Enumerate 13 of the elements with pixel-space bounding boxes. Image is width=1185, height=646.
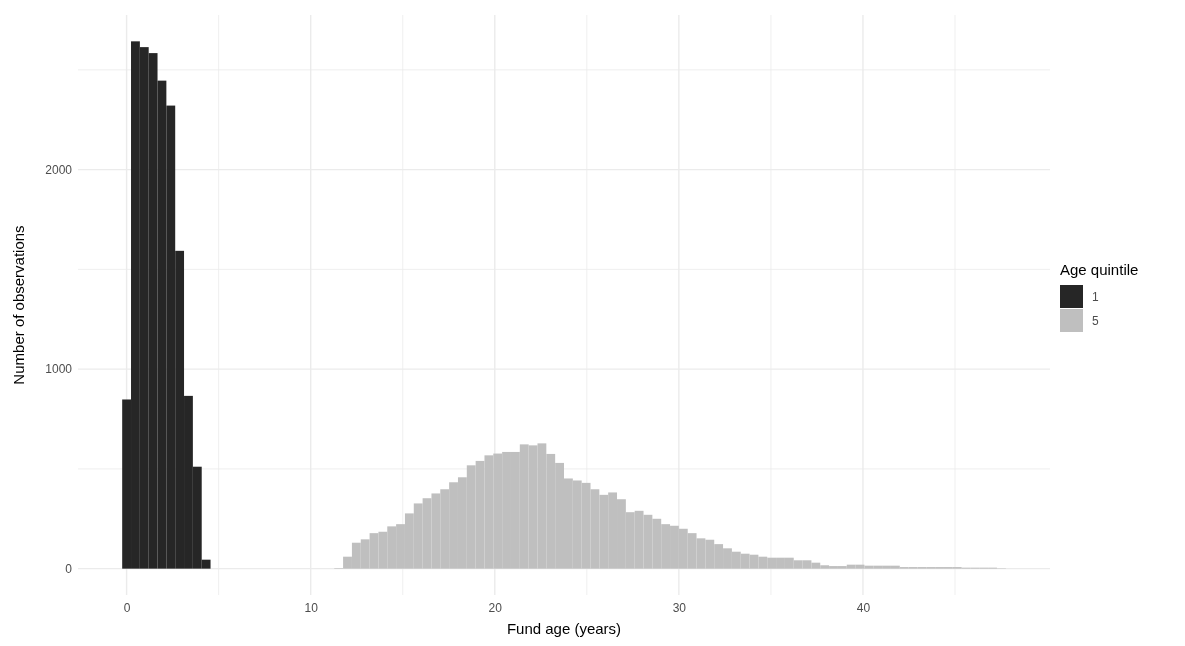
y-axis-title: Number of observations xyxy=(10,225,27,385)
y-tick-label: 0 xyxy=(65,562,73,576)
x-tick-label: 40 xyxy=(856,600,871,615)
y-tick-label: 1000 xyxy=(45,362,73,377)
y-tick-label: 2000 xyxy=(45,162,73,177)
legend-label: 1 xyxy=(1092,290,1099,304)
x-tick-label: 30 xyxy=(672,600,687,615)
legend-title: Age quintile xyxy=(1060,261,1139,278)
legend-label: 5 xyxy=(1092,314,1099,328)
x-tick-label: 0 xyxy=(123,600,131,615)
x-axis-title: Fund age (years) xyxy=(506,620,622,637)
x-tick-label: 20 xyxy=(488,600,503,615)
x-tick-label: 10 xyxy=(304,600,319,615)
